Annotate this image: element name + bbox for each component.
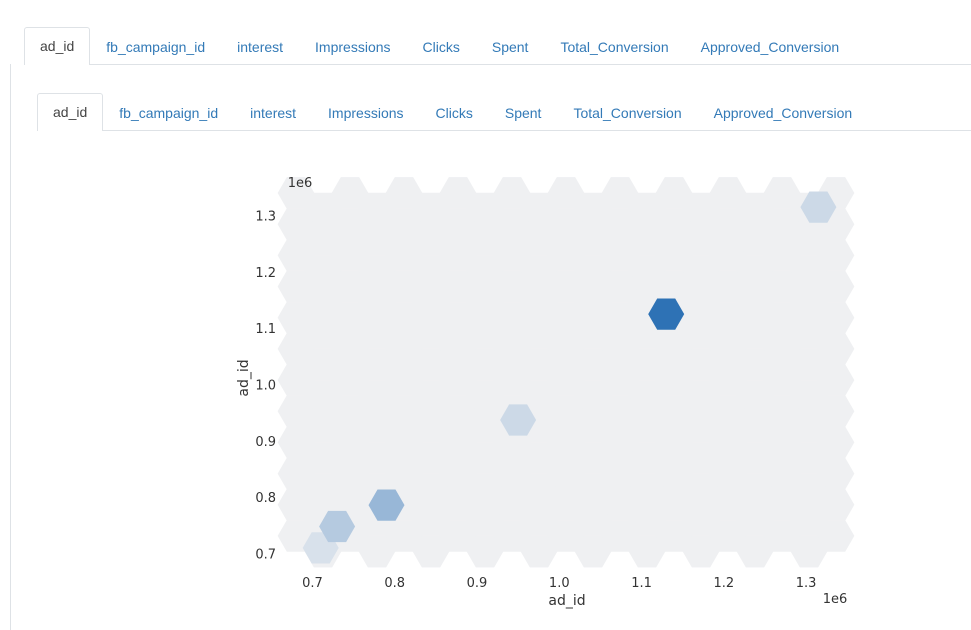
inner-tab-spent[interactable]: Spent: [504, 105, 542, 121]
outer-tab-fb-campaign-id[interactable]: fb_campaign_id: [106, 39, 206, 55]
outer-tab-impressions[interactable]: Impressions: [315, 39, 391, 55]
x-tick-label: 0.8: [384, 576, 405, 591]
outer-tab-interest[interactable]: interest: [237, 39, 284, 55]
inner-tab-approved-conversion[interactable]: Approved_Conversion: [713, 105, 853, 121]
x-tick-label: 0.9: [467, 576, 488, 591]
hexbin-empty: [817, 520, 855, 552]
outer-tab-bar: ad_id fb_campaign_id interest Impressions Cl…: [24, 26, 971, 65]
inner-tab-clicks[interactable]: Clicks: [435, 105, 473, 121]
outer-tab-clicks[interactable]: Clicks: [422, 39, 460, 55]
inner-tab-fb-campaign-id[interactable]: fb_campaign_id: [119, 105, 219, 121]
x-axis-label: ad_id: [548, 593, 585, 609]
y-offset-label: 1e6: [288, 176, 313, 191]
hexbin-cell: [319, 510, 356, 543]
x-tick-label: 1.3: [796, 576, 817, 591]
y-tick-label: 1.3: [255, 210, 276, 225]
x-tick-label: 1.2: [713, 576, 734, 591]
x-offset-label: 1e6: [823, 592, 848, 607]
inner-tab-bar: ad_id fb_campaign_id interest Impressions Cl…: [37, 92, 971, 131]
y-tick-label: 1.0: [255, 379, 276, 394]
y-tick-label: 0.8: [255, 491, 276, 506]
hexbin-cell: [500, 404, 537, 436]
inner-tab-impressions[interactable]: Impressions: [328, 105, 404, 121]
x-tick-label: 0.7: [302, 576, 323, 591]
inner-tab-interest[interactable]: interest: [250, 105, 297, 121]
hexbin-cell: [368, 489, 405, 521]
inner-tab-total-conversion[interactable]: Total_Conversion: [573, 105, 682, 121]
outer-tab-total-conversion[interactable]: Total_Conversion: [560, 39, 669, 55]
outer-tab-ad-id[interactable]: ad_id: [24, 27, 91, 65]
hexbin-cell: [648, 298, 685, 330]
y-axis-label: ad_id: [236, 359, 252, 396]
y-tick-label: 0.7: [255, 548, 276, 563]
tab-panel-border: [10, 64, 11, 630]
outer-tab-spent[interactable]: Spent: [491, 39, 529, 55]
hexbin-cell: [800, 191, 837, 223]
y-tick-label: 0.9: [255, 435, 276, 450]
y-tick-label: 1.2: [255, 266, 276, 281]
outer-tab-approved-conversion[interactable]: Approved_Conversion: [700, 39, 840, 55]
x-tick-label: 1.1: [631, 576, 652, 591]
inner-tab-ad-id[interactable]: ad_id: [37, 93, 104, 131]
x-tick-label: 1.0: [549, 576, 570, 591]
y-tick-label: 1.1: [255, 322, 276, 337]
